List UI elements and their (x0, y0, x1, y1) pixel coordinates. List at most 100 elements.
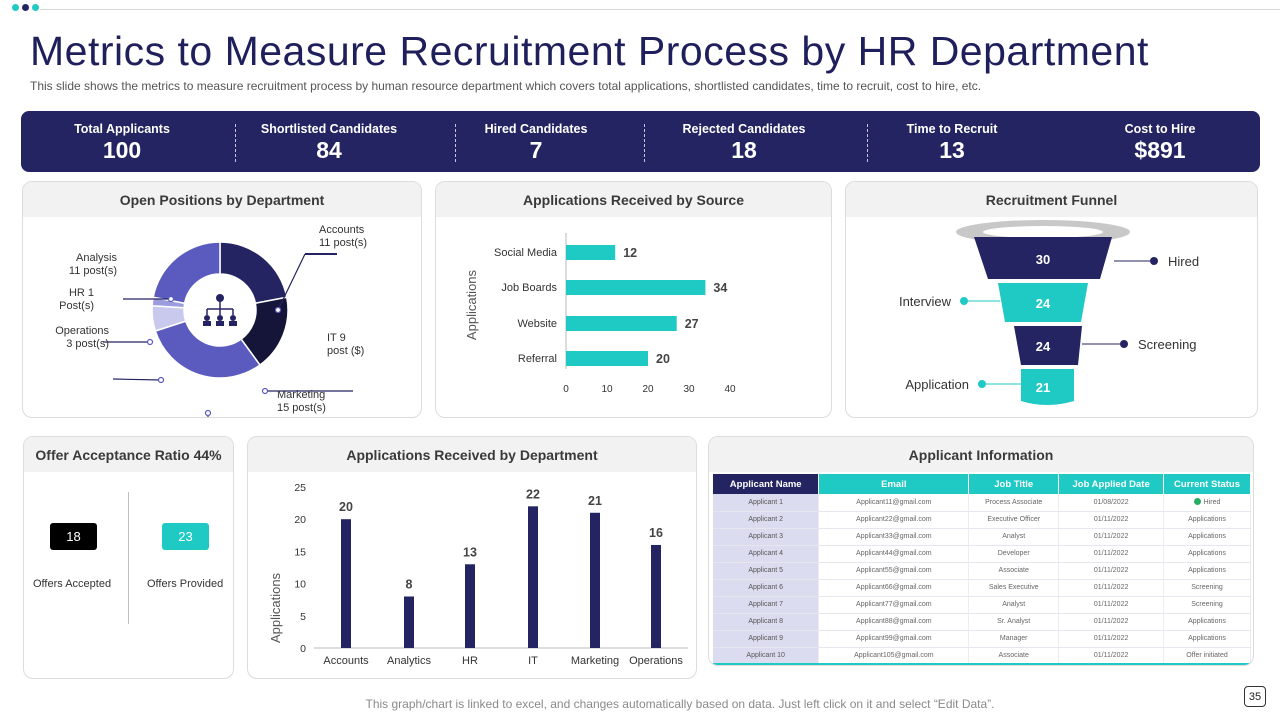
table-cell-text: Applicant77@gmail.com (856, 601, 932, 608)
kpi-time-to-recruit[interactable]: Time to Recruit 13 (887, 111, 1017, 172)
table-row[interactable]: Applicant 8 Applicant88@gmail.com Sr. Anal… (713, 613, 1251, 631)
table-cell-text: Applications (1188, 635, 1226, 642)
dept-bar[interactable] (465, 564, 475, 648)
funnel-label-application: Application (905, 377, 969, 392)
source-bar[interactable] (566, 316, 677, 331)
table-row[interactable]: Applicant 7 Applicant77@gmail.com Analyst 0… (713, 596, 1251, 614)
column-header[interactable]: Email (818, 474, 970, 494)
table-row[interactable]: Applicant 4 Applicant44@gmail.com Develope… (713, 545, 1251, 563)
table-cell-text: Executive Officer (987, 516, 1041, 523)
kpi-total-applicants[interactable]: Total Applicants 100 (57, 111, 187, 172)
dept-y-tick: 5 (300, 611, 306, 623)
funnel-stage-application[interactable] (1021, 369, 1074, 405)
funnel-value: 21 (1036, 380, 1050, 395)
table-cell: Applications (1163, 511, 1251, 529)
source-bar-chart: Applications Social Media 12 Job Boards 34 W… (464, 233, 736, 395)
table-cell-text: Applicant 6 (748, 584, 784, 591)
table-row[interactable]: Applicant 1 Applicant11@gmail.com Process … (713, 494, 1251, 512)
table-row[interactable]: Applicant 5 Applicant55@gmail.com Associat… (713, 562, 1251, 580)
dept-bar-value: 21 (588, 494, 602, 508)
funnel-value: 30 (1036, 252, 1050, 267)
kpi-label: Time to Recruit (906, 122, 998, 136)
table-cell-text: 01/11/2022 (1093, 567, 1129, 574)
table-row[interactable]: Applicant 9 Applicant99@gmail.com Manager 0… (713, 630, 1251, 648)
table-cell-text: Applicant 3 (748, 533, 784, 540)
kpi-value: 13 (939, 137, 965, 163)
source-bar-value: 34 (713, 281, 727, 295)
dept-category-label: Operations (629, 655, 683, 667)
funnel-marker (1120, 340, 1128, 348)
table-cell-text: Analyst (1002, 533, 1026, 540)
source-panel: Applications Received by Source Applicat… (435, 181, 832, 418)
table-cell: 01/11/2022 (1058, 528, 1165, 546)
source-category-label: Social Media (494, 247, 558, 259)
table-cell: Offer initiated (1163, 647, 1251, 665)
source-x-tick: 20 (642, 384, 654, 395)
kpi-value: 18 (731, 137, 757, 163)
table-cell-text: Manager (999, 635, 1028, 642)
applicant-table: Applicant Name Email Job Title Job Appli… (713, 474, 1251, 665)
column-header[interactable]: Applicant Name (713, 474, 820, 494)
page-number: 35 (1244, 686, 1266, 707)
dept-y-tick: 20 (294, 514, 306, 526)
column-header[interactable]: Job Title (968, 474, 1060, 494)
kpi-shortlisted[interactable]: Shortlisted Candidates 84 (249, 111, 409, 172)
funnel-rim-inner (983, 226, 1103, 238)
department-bar-chart: Applications 0 5 10 15 20 25 20 Accounts 8 Analyt… (268, 482, 688, 667)
funnel-label-hired: Hired (1168, 254, 1199, 269)
dept-bar[interactable] (528, 506, 538, 648)
funnel-stage-screening[interactable] (1014, 326, 1082, 365)
table-row[interactable]: Applicant 3 Applicant33@gmail.com Analyst 0… (713, 528, 1251, 546)
funnel-stage-hired[interactable] (974, 237, 1112, 279)
table-cell: Applications (1163, 630, 1251, 648)
dept-bar[interactable] (404, 596, 414, 648)
label-it-line1: IT 9 (327, 332, 346, 344)
dept-bar[interactable] (651, 544, 661, 648)
kpi-label: Cost to Hire (1124, 122, 1196, 136)
column-header[interactable]: Current Status (1163, 474, 1251, 494)
offer-panel: Offer Acceptance Ratio 44% 18 23 Offers … (23, 436, 234, 679)
table-cell: Sr. Analyst (968, 613, 1060, 631)
table-row[interactable]: Applicant 2 Applicant22@gmail.com Executiv… (713, 511, 1251, 529)
page-subtitle: This slide shows the metrics to measure … (30, 79, 982, 93)
table-cell-text: Sr. Analyst (997, 618, 1031, 625)
page-title: Metrics to Measure Recruitment Process b… (30, 28, 1149, 74)
table-row[interactable]: Applicant 10 Applicant105@gmail.com Associ… (713, 647, 1251, 665)
table-header-row: Applicant Name Email Job Title Job Appli… (713, 474, 1251, 494)
label-marketing-line1: Marketing (277, 389, 325, 401)
table-cell-text: Analyst (1002, 601, 1026, 608)
dept-bar[interactable] (341, 519, 351, 648)
table-cell: Hired (1163, 494, 1251, 512)
table-cell-text: Associate (998, 652, 1029, 659)
source-category-label: Website (517, 318, 557, 330)
dept-bar[interactable] (590, 512, 600, 648)
table-cell: Sales Executive (968, 579, 1060, 597)
table-cell-text: Applicant 4 (748, 550, 784, 557)
column-header[interactable]: Job Applied Date (1058, 474, 1165, 494)
table-cell-text: Developer (997, 550, 1030, 557)
funnel-label-screening: Screening (1138, 337, 1197, 352)
table-cell-text: 01/11/2022 (1093, 635, 1129, 642)
source-bar[interactable] (566, 245, 616, 260)
check-circle-icon (1193, 498, 1201, 506)
panel-title: Recruitment Funnel (846, 182, 1257, 217)
table-cell: Applicant33@gmail.com (818, 528, 970, 546)
table-cell: Applicant55@gmail.com (818, 562, 970, 580)
funnel-stage-interview[interactable] (998, 283, 1088, 322)
kpi-value: 100 (102, 137, 142, 163)
kpi-rejected[interactable]: Rejected Candidates 18 (674, 111, 814, 172)
table-row[interactable]: Applicant 6 Applicant66@gmail.com Sales Ex… (713, 579, 1251, 597)
kpi-cost-to-hire[interactable]: Cost to Hire $891 (1095, 111, 1225, 172)
table-cell-text: Applicant 8 (748, 618, 784, 625)
dept-ylabel: Applications (268, 572, 283, 643)
kpi-value: $891 (1134, 137, 1186, 163)
kpi-divider (235, 124, 236, 162)
kpi-label: Rejected Candidates (682, 122, 806, 136)
table-cell-text: 01/11/2022 (1093, 618, 1129, 625)
source-x-tick: 30 (683, 384, 695, 395)
table-cell: 01/11/2022 (1058, 545, 1165, 563)
source-bar[interactable] (566, 280, 706, 295)
kpi-hired[interactable]: Hired Candidates 7 (471, 111, 601, 172)
table-cell-text: 01/11/2022 (1093, 516, 1129, 523)
source-bar[interactable] (566, 351, 648, 366)
